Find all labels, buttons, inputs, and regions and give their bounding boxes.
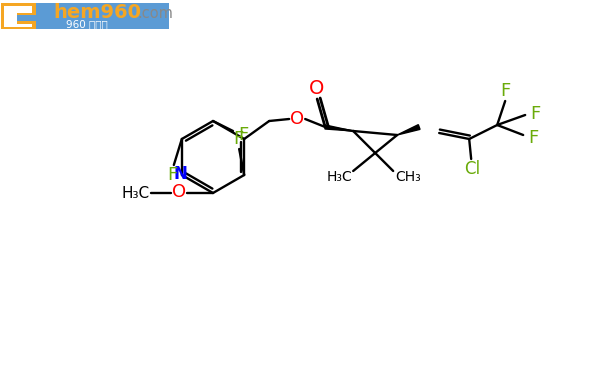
Text: Cl: Cl [464,160,480,178]
Text: F: F [530,105,540,123]
FancyBboxPatch shape [1,3,169,29]
Text: O: O [290,110,304,128]
Text: F: F [528,129,538,147]
Polygon shape [1,3,36,29]
Polygon shape [397,124,420,135]
Text: F: F [233,130,243,148]
Text: H₃C: H₃C [122,186,150,201]
Text: O: O [309,78,324,98]
Text: O: O [172,183,186,201]
Text: CH₃: CH₃ [395,170,421,184]
Text: hem960: hem960 [53,3,141,22]
Text: N: N [174,165,188,183]
Text: 960 化工网: 960 化工网 [66,19,108,29]
Polygon shape [4,6,32,27]
Polygon shape [325,125,353,131]
Text: F: F [168,166,178,184]
Text: H₃C: H₃C [326,170,352,184]
Text: F: F [238,126,248,144]
Text: F: F [500,82,510,100]
Text: .com: .com [137,6,173,21]
